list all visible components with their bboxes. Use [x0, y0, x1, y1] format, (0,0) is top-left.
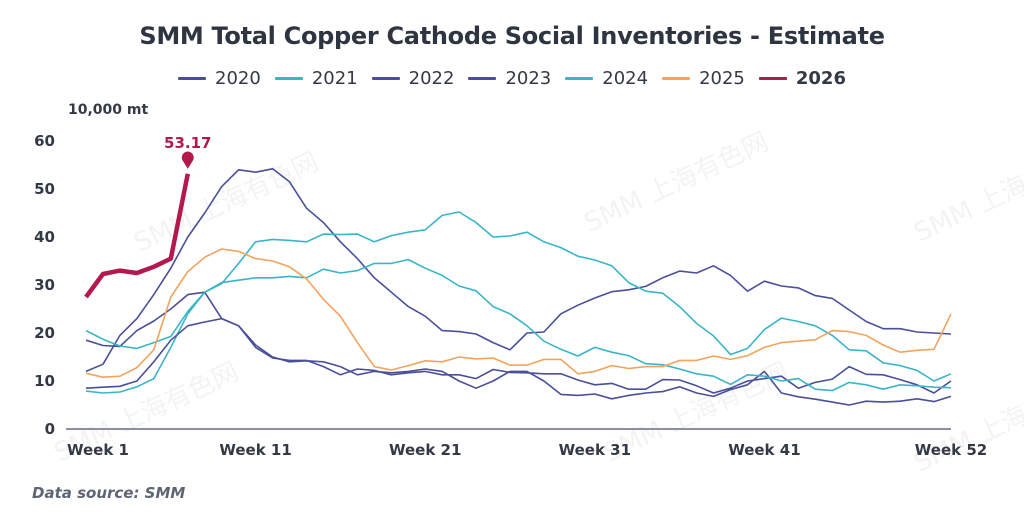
- legend-swatch-icon: [178, 77, 206, 80]
- legend-item-2021[interactable]: 2021: [274, 68, 358, 89]
- legend-item-2023[interactable]: 2023: [468, 68, 551, 89]
- chart-title: SMM Total Copper Cathode Social Inventor…: [139, 22, 885, 50]
- y-tick-label: 20: [34, 324, 55, 342]
- x-tick-label: Week 1: [67, 441, 129, 459]
- x-tick-label: Week 31: [559, 441, 631, 459]
- legend-item-2025[interactable]: 2025: [662, 68, 745, 89]
- series-line-2025[interactable]: [85, 248, 952, 379]
- legend-swatch-icon: [468, 77, 497, 80]
- series-line-2020[interactable]: [85, 168, 952, 373]
- watermark-text: SMM 上海有色网: [910, 367, 1024, 479]
- legend-swatch-icon: [565, 77, 594, 80]
- x-axis: Week 1 Week 11 Week 21 Week 31 Week 41 Week 5…: [67, 441, 987, 459]
- y-tick-label: 40: [34, 228, 55, 246]
- peak-marker-icon: [181, 151, 194, 169]
- watermark-text: SMM 上海有色网: [130, 147, 324, 259]
- y-axis: 0 10 20 30 40 50 60: [34, 132, 55, 438]
- y-tick-label: 50: [34, 180, 55, 198]
- watermark-text: SMM 上海有色网: [580, 127, 774, 239]
- series-line-2024[interactable]: [85, 258, 952, 392]
- chart-legend: 2020 2021 2022 2023 2024 2025 2026: [0, 68, 1024, 89]
- watermark-text: SMM 上海有色网: [910, 137, 1024, 249]
- legend-label: 2025: [699, 68, 745, 89]
- x-tick-label: Week 21: [389, 441, 461, 459]
- y-tick-label: 0: [45, 420, 55, 438]
- y-axis-unit-label: 10,000 mt: [68, 102, 149, 118]
- y-tick-label: 30: [34, 276, 55, 294]
- legend-item-2026[interactable]: 2026: [758, 68, 846, 89]
- legend-label: 2022: [408, 68, 455, 89]
- legend-swatch-icon: [274, 77, 303, 80]
- y-tick-label: 60: [34, 132, 55, 150]
- peak-data-label: 53.17: [164, 134, 211, 152]
- legend-label: 2021: [311, 68, 358, 89]
- series-line-2026[interactable]: [84, 173, 191, 299]
- x-tick-label: Week 41: [728, 441, 800, 459]
- x-tick-label: Week 11: [219, 441, 291, 459]
- data-source-note: Data source: SMM: [32, 484, 186, 502]
- series-line-2021[interactable]: [85, 211, 952, 394]
- legend-label: 2024: [602, 68, 649, 89]
- legend-item-2024[interactable]: 2024: [565, 68, 648, 89]
- legend-label: 2020: [215, 68, 261, 89]
- legend-label: 2026: [795, 68, 846, 89]
- legend-item-2022[interactable]: 2022: [371, 68, 455, 89]
- legend-item-2020[interactable]: 2020: [178, 68, 261, 89]
- y-tick-label: 10: [34, 372, 55, 390]
- legend-swatch-icon: [662, 77, 691, 80]
- legend-label: 2023: [505, 68, 552, 89]
- series-line-2023[interactable]: [85, 317, 952, 394]
- legend-swatch-icon: [758, 77, 787, 80]
- legend-swatch-icon: [371, 77, 400, 80]
- x-tick-label: Week 52: [915, 441, 987, 459]
